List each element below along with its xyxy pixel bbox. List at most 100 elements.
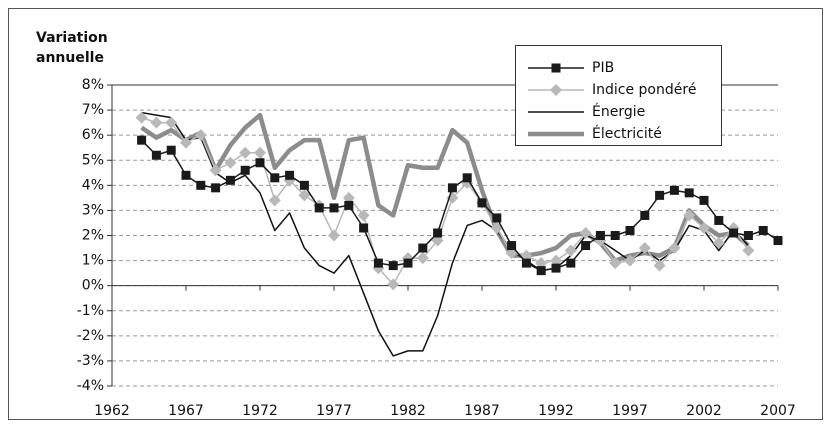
marker bbox=[416, 252, 429, 265]
frame bbox=[8, 8, 823, 420]
marker bbox=[298, 189, 311, 202]
marker bbox=[387, 278, 400, 291]
marker bbox=[712, 237, 725, 250]
marker bbox=[507, 241, 517, 251]
legend-label: Indice pondéré bbox=[592, 82, 696, 98]
marker bbox=[403, 258, 413, 268]
marker bbox=[535, 257, 548, 270]
marker bbox=[329, 203, 339, 213]
y-tick-label: 2% bbox=[82, 228, 104, 244]
marker bbox=[224, 156, 237, 169]
marker bbox=[492, 213, 502, 223]
marker bbox=[373, 258, 383, 268]
marker bbox=[137, 135, 147, 145]
y-tick-label: 4% bbox=[82, 177, 104, 193]
y-tick-label: 6% bbox=[82, 127, 104, 143]
marker bbox=[699, 195, 709, 205]
marker bbox=[194, 129, 207, 142]
marker bbox=[698, 221, 710, 234]
marker bbox=[669, 185, 679, 195]
y-tick-label: -4% bbox=[77, 378, 104, 394]
marker bbox=[447, 183, 457, 193]
y-tick-label: 7% bbox=[82, 102, 104, 118]
marker bbox=[431, 234, 444, 247]
marker bbox=[521, 258, 531, 268]
marker bbox=[625, 225, 635, 235]
x-tick-label: 1962 bbox=[94, 403, 130, 419]
x-tick-label: 1997 bbox=[612, 403, 648, 419]
marker bbox=[254, 146, 266, 159]
marker bbox=[579, 226, 592, 239]
marker bbox=[268, 194, 281, 207]
marker bbox=[357, 209, 370, 222]
y-tick-label: 5% bbox=[82, 152, 104, 168]
series-line bbox=[141, 111, 749, 357]
marker bbox=[653, 259, 666, 272]
marker bbox=[773, 236, 783, 246]
x-tick-label: 1992 bbox=[538, 403, 574, 419]
marker bbox=[209, 164, 222, 177]
legend-marker bbox=[551, 63, 561, 73]
marker bbox=[477, 198, 487, 208]
marker bbox=[342, 191, 355, 204]
marker bbox=[151, 150, 161, 160]
marker bbox=[668, 242, 681, 255]
legend-label: Énergie bbox=[592, 103, 645, 120]
marker bbox=[595, 231, 605, 240]
marker bbox=[239, 146, 252, 159]
marker bbox=[166, 145, 176, 155]
marker bbox=[462, 173, 472, 183]
marker bbox=[418, 243, 428, 253]
marker bbox=[433, 228, 443, 238]
y-tick-label: -1% bbox=[77, 303, 104, 319]
marker bbox=[683, 209, 696, 222]
y-axis-title: Variation annuelle bbox=[36, 30, 108, 66]
legend-marker bbox=[550, 84, 562, 96]
marker bbox=[566, 258, 576, 268]
y-tick-label: 0% bbox=[82, 278, 104, 294]
marker bbox=[609, 257, 622, 270]
legend-box bbox=[515, 45, 722, 146]
marker bbox=[150, 116, 163, 129]
x-tick-label: 1972 bbox=[242, 403, 278, 419]
marker bbox=[135, 111, 148, 124]
y-tick-label: 8% bbox=[82, 77, 104, 93]
marker bbox=[240, 165, 250, 175]
x-tick-label: 2007 bbox=[760, 403, 796, 419]
series-line bbox=[140, 112, 750, 263]
marker bbox=[640, 210, 650, 220]
y-tick-label: 1% bbox=[82, 253, 104, 269]
series-line bbox=[141, 139, 779, 272]
marker bbox=[359, 223, 369, 233]
marker bbox=[550, 254, 562, 267]
marker bbox=[684, 188, 694, 198]
marker bbox=[165, 116, 178, 129]
x-tick-label: 1967 bbox=[168, 403, 204, 419]
marker bbox=[742, 244, 755, 257]
marker bbox=[328, 229, 340, 242]
marker bbox=[714, 215, 724, 225]
x-tick-label: 2002 bbox=[686, 403, 722, 419]
legend-label: Électricité bbox=[592, 125, 662, 142]
marker bbox=[610, 231, 620, 240]
x-tick-label: 1987 bbox=[464, 403, 500, 419]
marker bbox=[181, 170, 191, 180]
x-tick-label: 1977 bbox=[316, 403, 352, 419]
marker bbox=[270, 173, 280, 183]
legend-label: PIB bbox=[592, 60, 614, 76]
marker bbox=[180, 136, 192, 149]
marker bbox=[624, 254, 636, 267]
marker bbox=[758, 225, 768, 235]
marker bbox=[638, 242, 651, 255]
marker bbox=[225, 175, 235, 185]
marker bbox=[655, 190, 665, 200]
marker bbox=[299, 180, 309, 190]
marker bbox=[211, 183, 221, 193]
marker bbox=[536, 266, 546, 276]
marker bbox=[344, 200, 354, 210]
y-tick-label: -2% bbox=[77, 328, 104, 344]
marker bbox=[196, 180, 206, 190]
marker bbox=[388, 261, 398, 271]
